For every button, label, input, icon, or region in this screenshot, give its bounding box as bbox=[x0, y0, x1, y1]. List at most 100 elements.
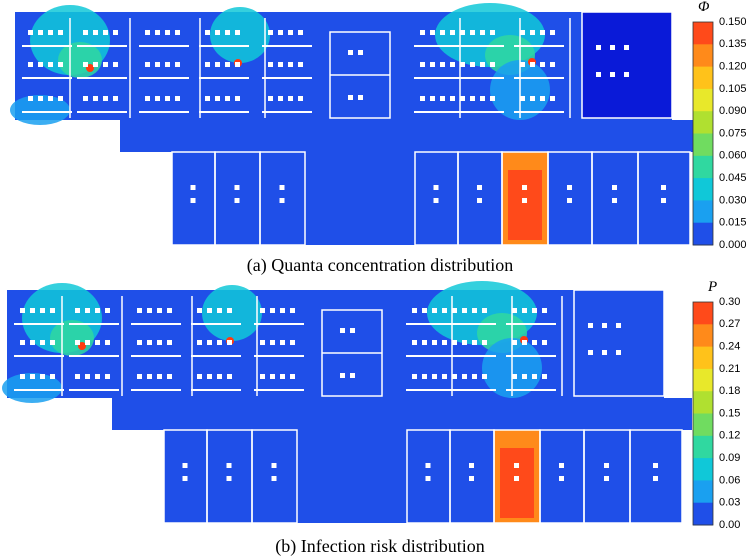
desk bbox=[227, 374, 232, 379]
desk bbox=[430, 30, 435, 35]
desk bbox=[540, 30, 545, 35]
desk bbox=[588, 323, 593, 328]
zone bbox=[7, 290, 664, 398]
colorbar-segment bbox=[693, 111, 713, 134]
room bbox=[573, 289, 665, 397]
concentration-region bbox=[10, 95, 70, 125]
desk bbox=[75, 308, 80, 313]
desk bbox=[40, 374, 45, 379]
desk bbox=[462, 374, 467, 379]
desk bbox=[268, 62, 273, 67]
desk bbox=[175, 62, 180, 67]
desk bbox=[182, 476, 188, 481]
desk bbox=[105, 340, 110, 345]
desk bbox=[95, 340, 100, 345]
desk bbox=[215, 62, 220, 67]
desk bbox=[28, 96, 33, 101]
desk bbox=[550, 62, 555, 67]
desk bbox=[412, 340, 417, 345]
desk bbox=[550, 96, 555, 101]
desk bbox=[40, 308, 45, 313]
desk bbox=[167, 308, 172, 313]
colorbar-tick-label: 0.12 bbox=[719, 430, 740, 442]
desk bbox=[75, 340, 80, 345]
desk bbox=[190, 198, 196, 203]
desk bbox=[550, 30, 555, 35]
desk bbox=[113, 62, 118, 67]
desk bbox=[165, 96, 170, 101]
desk bbox=[83, 30, 88, 35]
caption: (a) Quanta concentration distribution bbox=[247, 255, 513, 276]
desk bbox=[482, 340, 487, 345]
desk bbox=[340, 373, 345, 378]
desk bbox=[103, 96, 108, 101]
desk bbox=[113, 96, 118, 101]
room bbox=[251, 429, 298, 524]
desk bbox=[596, 72, 601, 77]
desk bbox=[235, 96, 240, 101]
desk bbox=[661, 198, 666, 203]
colorbar-tick-label: 0.045 bbox=[719, 172, 747, 184]
desk bbox=[38, 96, 43, 101]
desk bbox=[288, 30, 293, 35]
desk bbox=[430, 62, 435, 67]
desk bbox=[58, 96, 63, 101]
desk bbox=[433, 185, 439, 190]
desk bbox=[522, 374, 527, 379]
colorbar-tick-label: 0.000 bbox=[719, 239, 747, 251]
colorbar-tick-label: 0.090 bbox=[719, 105, 747, 117]
desk bbox=[288, 96, 293, 101]
colorbar-title: P bbox=[707, 279, 717, 295]
desk bbox=[268, 96, 273, 101]
desk bbox=[290, 340, 295, 345]
desk bbox=[530, 62, 535, 67]
desk bbox=[512, 374, 517, 379]
desk bbox=[559, 463, 564, 468]
desk bbox=[470, 30, 475, 35]
desk bbox=[470, 96, 475, 101]
desk bbox=[358, 50, 363, 55]
desk bbox=[462, 308, 467, 313]
desk bbox=[532, 308, 537, 313]
desk bbox=[279, 185, 285, 190]
concentration-region bbox=[58, 42, 102, 78]
colorbar-title: Φ bbox=[698, 0, 710, 15]
desk bbox=[460, 30, 465, 35]
desk bbox=[450, 30, 455, 35]
desk bbox=[596, 45, 601, 50]
desk bbox=[105, 374, 110, 379]
desk bbox=[610, 72, 615, 77]
desk bbox=[290, 374, 295, 379]
desk bbox=[442, 308, 447, 313]
colorbar-tick-label: 0.00 bbox=[719, 519, 740, 531]
desk bbox=[207, 340, 212, 345]
desk bbox=[490, 30, 495, 35]
colorbar-tick-label: 0.21 bbox=[719, 363, 740, 375]
floor-plan bbox=[10, 3, 700, 246]
desk bbox=[50, 308, 55, 313]
desk bbox=[85, 308, 90, 313]
desk bbox=[522, 198, 527, 203]
desk bbox=[422, 340, 427, 345]
desk bbox=[260, 340, 265, 345]
desk bbox=[197, 340, 202, 345]
desk bbox=[420, 62, 425, 67]
desk bbox=[48, 62, 53, 67]
room bbox=[581, 11, 673, 119]
colorbar-tick-label: 0.150 bbox=[719, 16, 747, 28]
desk bbox=[175, 30, 180, 35]
desk bbox=[155, 62, 160, 67]
desk bbox=[440, 30, 445, 35]
colorbar-tick-label: 0.03 bbox=[719, 497, 740, 509]
desk bbox=[271, 476, 277, 481]
desk bbox=[30, 374, 35, 379]
desk bbox=[137, 340, 142, 345]
desk bbox=[425, 476, 431, 481]
desk bbox=[298, 96, 303, 101]
desk bbox=[205, 30, 210, 35]
colorbar-frame bbox=[692, 21, 714, 246]
desk bbox=[661, 185, 666, 190]
desk bbox=[147, 374, 152, 379]
colorbar-segment bbox=[693, 222, 713, 246]
colorbar-tick-label: 0.075 bbox=[719, 127, 747, 139]
